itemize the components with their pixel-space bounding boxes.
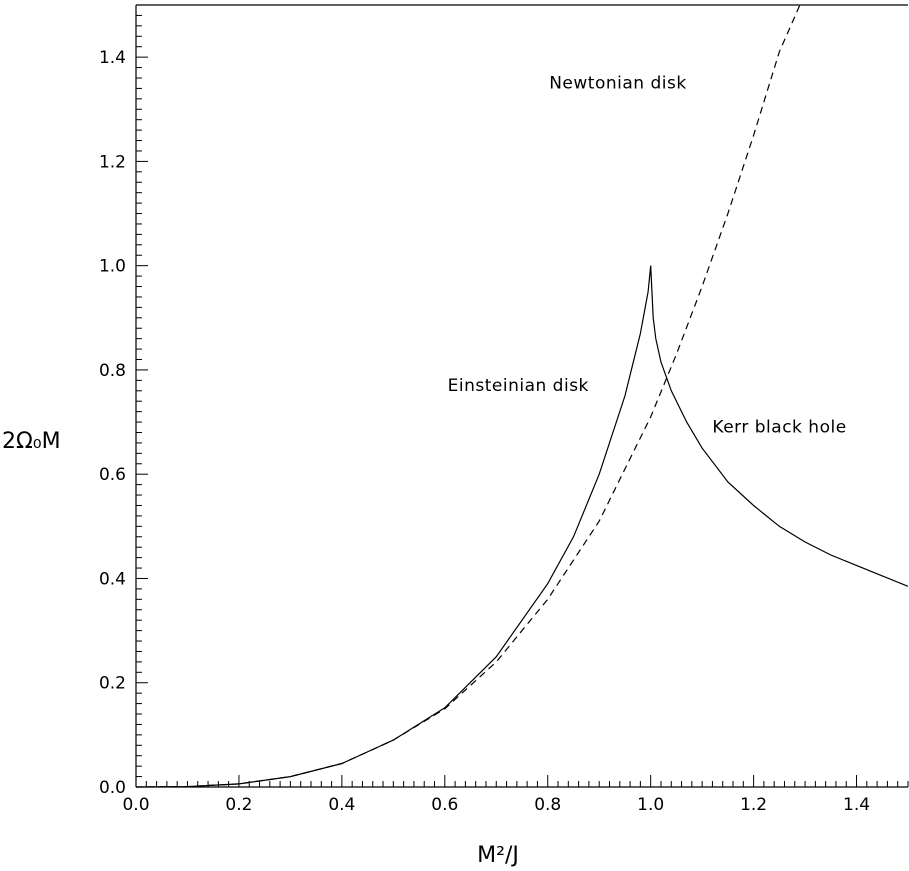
annotations: Newtonian disk Einsteinian disk Kerr black… [448, 73, 847, 437]
y-axis-label: 2Ω₀M [2, 429, 61, 454]
x-tick-label: 0.6 [431, 795, 458, 815]
axis-tick-labels: 0.0 0.2 0.4 0.6 0.8 1.0 1.2 1.4 0.0 0.2 0.4 0.6 0.8 1… [99, 48, 870, 815]
series-line-kerr-black-hole [650, 265, 909, 587]
y-tick-label: 0.6 [99, 465, 126, 485]
y-tick-label: 1.0 [99, 257, 126, 277]
annotation-label: Einsteinian disk [448, 376, 589, 396]
x-tick-label: 1.4 [843, 795, 870, 815]
y-tick-label: 0.8 [99, 361, 126, 381]
x-axis-label: M²/J [477, 843, 519, 868]
y-tick-label: 0.2 [99, 674, 126, 694]
axis-ticks [135, 4, 909, 788]
x-tick-label: 1.0 [637, 795, 664, 815]
series-lines [135, 4, 909, 788]
series-line-einsteinian-disk [135, 265, 652, 788]
x-tick-label: 0.0 [122, 795, 149, 815]
y-tick-label: 0.4 [99, 569, 126, 589]
y-tick-label: 0.0 [99, 778, 126, 798]
x-tick-label: 0.2 [225, 795, 252, 815]
annotation-label: Kerr black hole [712, 417, 846, 437]
annotation-label: Newtonian disk [549, 73, 686, 93]
x-tick-label: 0.4 [328, 795, 355, 815]
y-tick-label: 1.4 [99, 48, 126, 68]
series-line-newtonian-disk [135, 4, 801, 788]
plot-frame [135, 4, 908, 788]
x-tick-label: 0.8 [534, 795, 561, 815]
x-tick-label: 1.2 [740, 795, 767, 815]
y-tick-label: 1.2 [99, 152, 126, 172]
